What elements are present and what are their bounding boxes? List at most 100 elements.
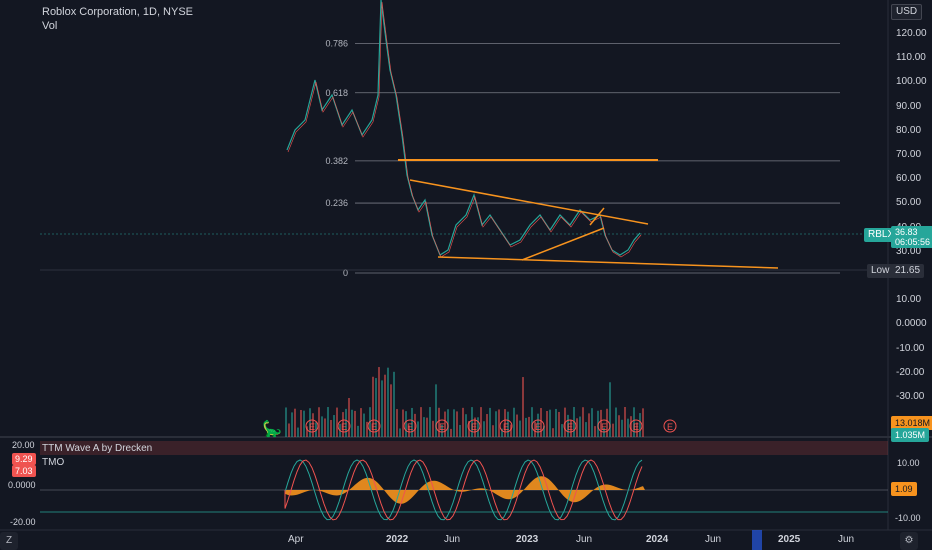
price-tick: 50.00 xyxy=(896,197,922,209)
volume-bar xyxy=(561,424,563,437)
volume-bar xyxy=(570,420,572,437)
earnings-marker xyxy=(403,419,417,433)
volume-bar xyxy=(462,407,464,437)
volume-bar xyxy=(528,416,530,437)
volume-bar xyxy=(348,398,350,437)
volume-bar xyxy=(372,376,374,437)
time-tick: 2023 xyxy=(516,534,539,545)
zoom-button[interactable]: Z xyxy=(0,532,18,550)
volume-bar xyxy=(588,413,590,437)
volume-bar xyxy=(543,425,545,437)
volume-bar xyxy=(396,409,398,437)
price-tick: 10.00 xyxy=(896,294,922,306)
earnings-label: E xyxy=(567,422,573,432)
volume-bar xyxy=(534,421,536,437)
settings-gear-icon[interactable]: ⚙ xyxy=(900,532,918,550)
volume-bar xyxy=(480,407,482,437)
volume-bar xyxy=(594,426,596,437)
volume-bar xyxy=(600,409,602,437)
chart-title: Roblox Corporation, 1D, NYSE xyxy=(42,6,194,18)
volume-bar xyxy=(510,424,512,437)
volume-bar xyxy=(465,414,467,437)
volume-bar xyxy=(576,418,578,437)
volume-bar xyxy=(300,409,302,437)
price-tick: -10.00 xyxy=(896,342,925,354)
volume-bar xyxy=(447,409,449,437)
low-label: Low xyxy=(867,264,894,278)
volume-bar xyxy=(531,407,533,437)
price-tick: 60.00 xyxy=(896,173,922,185)
volume-bar xyxy=(498,409,500,437)
volume-bar xyxy=(552,428,554,437)
volume-bar xyxy=(429,407,431,437)
volume-bar xyxy=(321,416,323,437)
volume-bar xyxy=(492,425,494,437)
volume-bar xyxy=(423,417,425,437)
earnings-marker xyxy=(305,419,319,433)
earnings-label: E xyxy=(341,422,347,432)
volume-bar xyxy=(633,407,635,437)
earnings-label: E xyxy=(503,422,509,432)
dino-icon: 🦕 xyxy=(262,419,282,438)
price-line-shadow xyxy=(287,1,642,258)
earnings-label: E xyxy=(309,422,315,432)
currency-selector[interactable]: USD xyxy=(891,4,923,20)
volume-bar xyxy=(537,413,539,437)
volume-bar xyxy=(336,407,338,437)
volume-bar xyxy=(420,407,422,437)
volume-bar xyxy=(360,408,362,437)
volume-bar xyxy=(432,420,434,437)
price-tick: 80.00 xyxy=(896,124,922,136)
volume-bar xyxy=(411,407,413,437)
ind-left-tick-top: 20.00 xyxy=(12,440,35,450)
volume-bar xyxy=(636,422,638,437)
earnings-label: E xyxy=(601,422,607,432)
volume-tag: 13.018M xyxy=(891,416,932,430)
time-tick: Jun xyxy=(705,534,722,545)
volume-bar xyxy=(390,384,392,437)
earnings-label: E xyxy=(535,422,541,432)
volume-bar xyxy=(507,411,509,437)
volume-ma-tag: 1.035M xyxy=(891,428,930,442)
volume-bar xyxy=(375,378,377,437)
fib-label: 0.236 xyxy=(325,198,348,208)
earnings-label: E xyxy=(407,422,413,432)
price-tick: 0.0000 xyxy=(896,318,927,330)
fib-label: 0.618 xyxy=(325,88,348,98)
earnings-label: E xyxy=(633,422,639,432)
volume-bar xyxy=(363,413,365,437)
volume-bar xyxy=(285,407,287,437)
earnings-marker xyxy=(629,419,643,433)
fib-label: 0.382 xyxy=(325,156,348,166)
earnings-marker xyxy=(663,419,677,433)
volume-bar xyxy=(393,371,395,437)
volume-bar xyxy=(381,380,383,437)
volume-bar xyxy=(378,367,380,437)
volume-bar xyxy=(324,418,326,437)
volume-bar xyxy=(495,411,497,437)
volume-bar xyxy=(477,417,479,437)
symbol-tag: RBLX xyxy=(864,228,899,242)
earnings-marker xyxy=(499,419,513,433)
volume-bar xyxy=(579,416,581,437)
ind-left-tick-bot: -20.00 xyxy=(10,517,36,527)
volume-bar xyxy=(525,417,527,437)
earnings-label: E xyxy=(471,422,477,432)
volume-bar xyxy=(513,407,515,437)
volume-bar xyxy=(318,407,320,437)
volume-bar xyxy=(384,374,386,437)
volume-bar xyxy=(630,416,632,437)
volume-bar xyxy=(354,410,356,437)
indicator-title: TTM Wave A by Drecken xyxy=(42,443,153,454)
price-tick: 100.00 xyxy=(896,76,927,88)
volume-bar xyxy=(606,408,608,437)
volume-bar xyxy=(639,413,641,437)
price-tick: 70.00 xyxy=(896,149,922,160)
time-tick: 2022 xyxy=(386,534,409,545)
volume-bar xyxy=(501,428,503,437)
ind-left-tick-mid: 0.0000 xyxy=(8,480,36,490)
volume-bar xyxy=(351,409,353,437)
earnings-marker xyxy=(531,419,545,433)
price-tick: 30.00 xyxy=(896,245,922,257)
